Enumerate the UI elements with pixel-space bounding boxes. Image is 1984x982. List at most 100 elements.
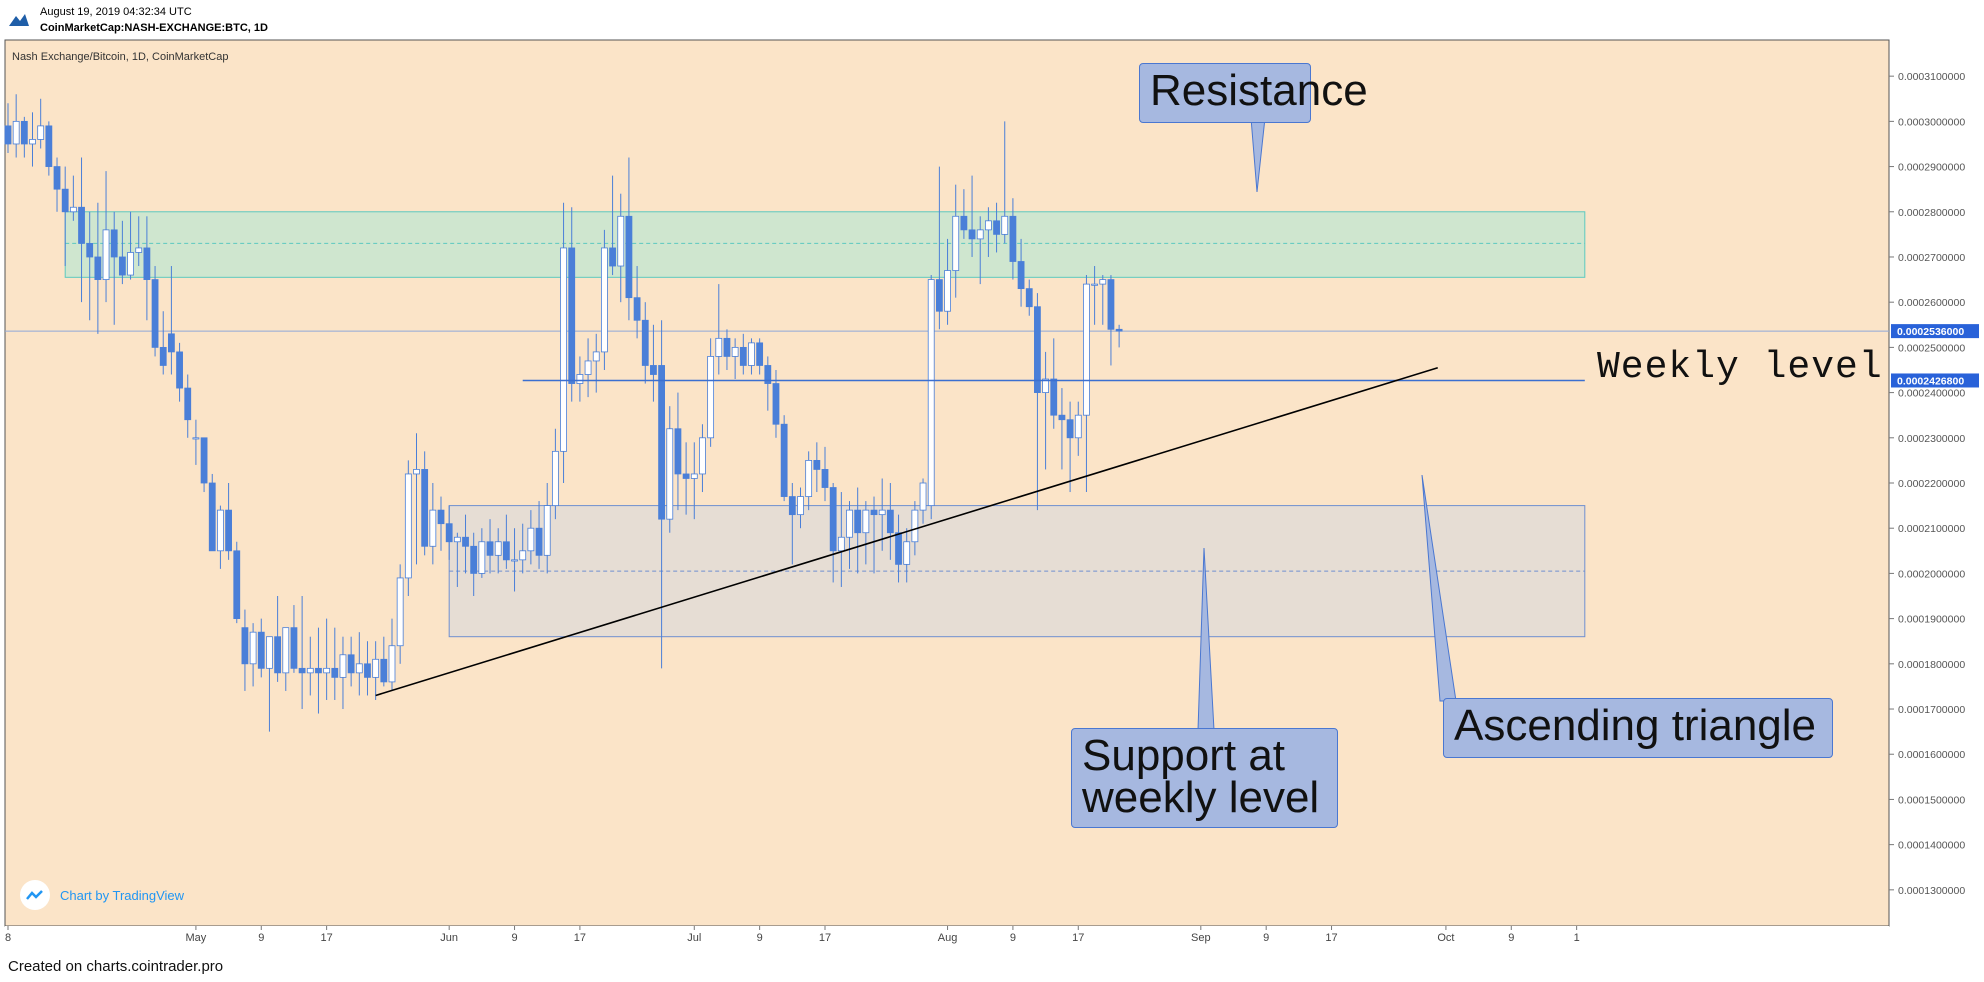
candle xyxy=(167,266,175,375)
candle-body-down xyxy=(298,667,306,674)
candle xyxy=(633,266,641,339)
candle-body-down xyxy=(486,541,494,556)
candle xyxy=(151,266,159,357)
candle-body-up xyxy=(576,374,584,384)
candle xyxy=(45,121,53,176)
candle xyxy=(993,202,1000,253)
candle-body-down xyxy=(895,532,902,565)
candle xyxy=(707,338,715,447)
candle-body-down xyxy=(315,667,322,674)
resistance-zone xyxy=(64,211,1586,278)
candle xyxy=(429,483,437,565)
candle-body-down xyxy=(208,482,216,552)
candle-body-up xyxy=(976,229,984,240)
candle xyxy=(192,419,200,465)
candle xyxy=(323,618,331,700)
candle-body-down xyxy=(445,523,453,543)
candle xyxy=(200,437,208,493)
y-tick-label: 0.0002400000 xyxy=(1898,388,1965,400)
candle-body-up xyxy=(560,247,567,452)
candle-body-up xyxy=(249,631,257,665)
candle-body-up xyxy=(102,229,110,280)
candle-body-down xyxy=(682,473,690,479)
candle xyxy=(502,514,510,569)
candle xyxy=(1009,198,1017,280)
candle-body-up xyxy=(1099,279,1107,285)
candle xyxy=(699,424,706,493)
x-tick-label: Sep xyxy=(1191,932,1211,944)
candle-body-down xyxy=(674,428,682,475)
x-tick-label: 1 xyxy=(1574,932,1580,944)
candle-body-up xyxy=(707,356,715,439)
candle-body-down xyxy=(658,365,665,520)
candle-body-down xyxy=(1058,414,1066,421)
candle-body-up xyxy=(797,496,804,516)
candle-body-up xyxy=(519,550,527,561)
candle xyxy=(233,541,241,624)
candle xyxy=(952,184,960,298)
candle xyxy=(870,496,878,574)
candle-body-down xyxy=(225,509,232,552)
tradingview-badge[interactable]: Chart by TradingView xyxy=(20,880,184,910)
resistance-label: Resistance xyxy=(1150,66,1368,115)
support-callout: Support at weekly level xyxy=(1071,728,1338,828)
price-label-text: 0.0002426800 xyxy=(1897,375,1964,387)
candle xyxy=(4,103,12,154)
candle-body-down xyxy=(1066,419,1074,439)
candle-body-up xyxy=(396,577,404,647)
candle-body-up xyxy=(527,527,535,552)
x-tick-label: 9 xyxy=(511,932,517,944)
candle-body-down xyxy=(821,469,829,488)
candle xyxy=(241,609,249,691)
candle xyxy=(143,216,151,321)
candle-body-down xyxy=(960,215,968,231)
candle-body-down xyxy=(641,319,649,366)
candle-body-up xyxy=(748,342,755,366)
candle-body-down xyxy=(993,220,1000,235)
candle xyxy=(1099,275,1107,325)
candle xyxy=(690,442,698,520)
x-tick-label: 8 xyxy=(5,932,11,944)
triangle-callout: Ascending triangle xyxy=(1443,698,1833,758)
y-tick-label: 0.0001900000 xyxy=(1898,614,1965,626)
candle-body-down xyxy=(813,459,821,470)
candle xyxy=(617,193,625,303)
candle-body-up xyxy=(453,536,461,543)
candle-body-up xyxy=(699,437,706,475)
y-tick-label: 0.0001500000 xyxy=(1898,794,1965,806)
candle-body-down xyxy=(380,658,388,683)
candle xyxy=(94,202,102,334)
candle xyxy=(61,166,69,267)
candle xyxy=(601,229,608,370)
candle-body-down xyxy=(1050,378,1058,416)
candle xyxy=(445,505,453,560)
y-tick-label: 0.0001700000 xyxy=(1898,704,1965,716)
y-tick-label: 0.0002200000 xyxy=(1898,478,1965,490)
price-label-box xyxy=(1891,373,1979,388)
tradingview-label[interactable]: Chart by TradingView xyxy=(60,887,185,903)
candle xyxy=(78,157,85,303)
candle-body-up xyxy=(666,428,674,520)
candle-body-up xyxy=(323,667,331,674)
candle-body-down xyxy=(110,229,118,258)
x-tick-label: May xyxy=(186,932,207,944)
candle-body-up xyxy=(69,206,77,213)
candle-body-down xyxy=(347,654,355,674)
candle xyxy=(846,501,853,569)
y-tick-label: 0.0002600000 xyxy=(1898,297,1965,309)
candle-body-up xyxy=(543,505,551,556)
y-tick-label: 0.0001600000 xyxy=(1898,749,1965,761)
candle-body-up xyxy=(478,541,486,574)
candle xyxy=(976,216,984,285)
candle-body-down xyxy=(756,342,764,366)
candle xyxy=(886,483,894,560)
candle-body-down xyxy=(331,667,339,678)
candle xyxy=(421,451,429,556)
candle-body-down xyxy=(829,487,837,552)
candle xyxy=(413,433,420,565)
candle xyxy=(184,374,192,438)
candle-body-down xyxy=(118,256,126,276)
chart-title: Nash Exchange/Bitcoin, 1D, CoinMarketCap xyxy=(12,51,228,63)
candle-body-down xyxy=(772,383,780,425)
